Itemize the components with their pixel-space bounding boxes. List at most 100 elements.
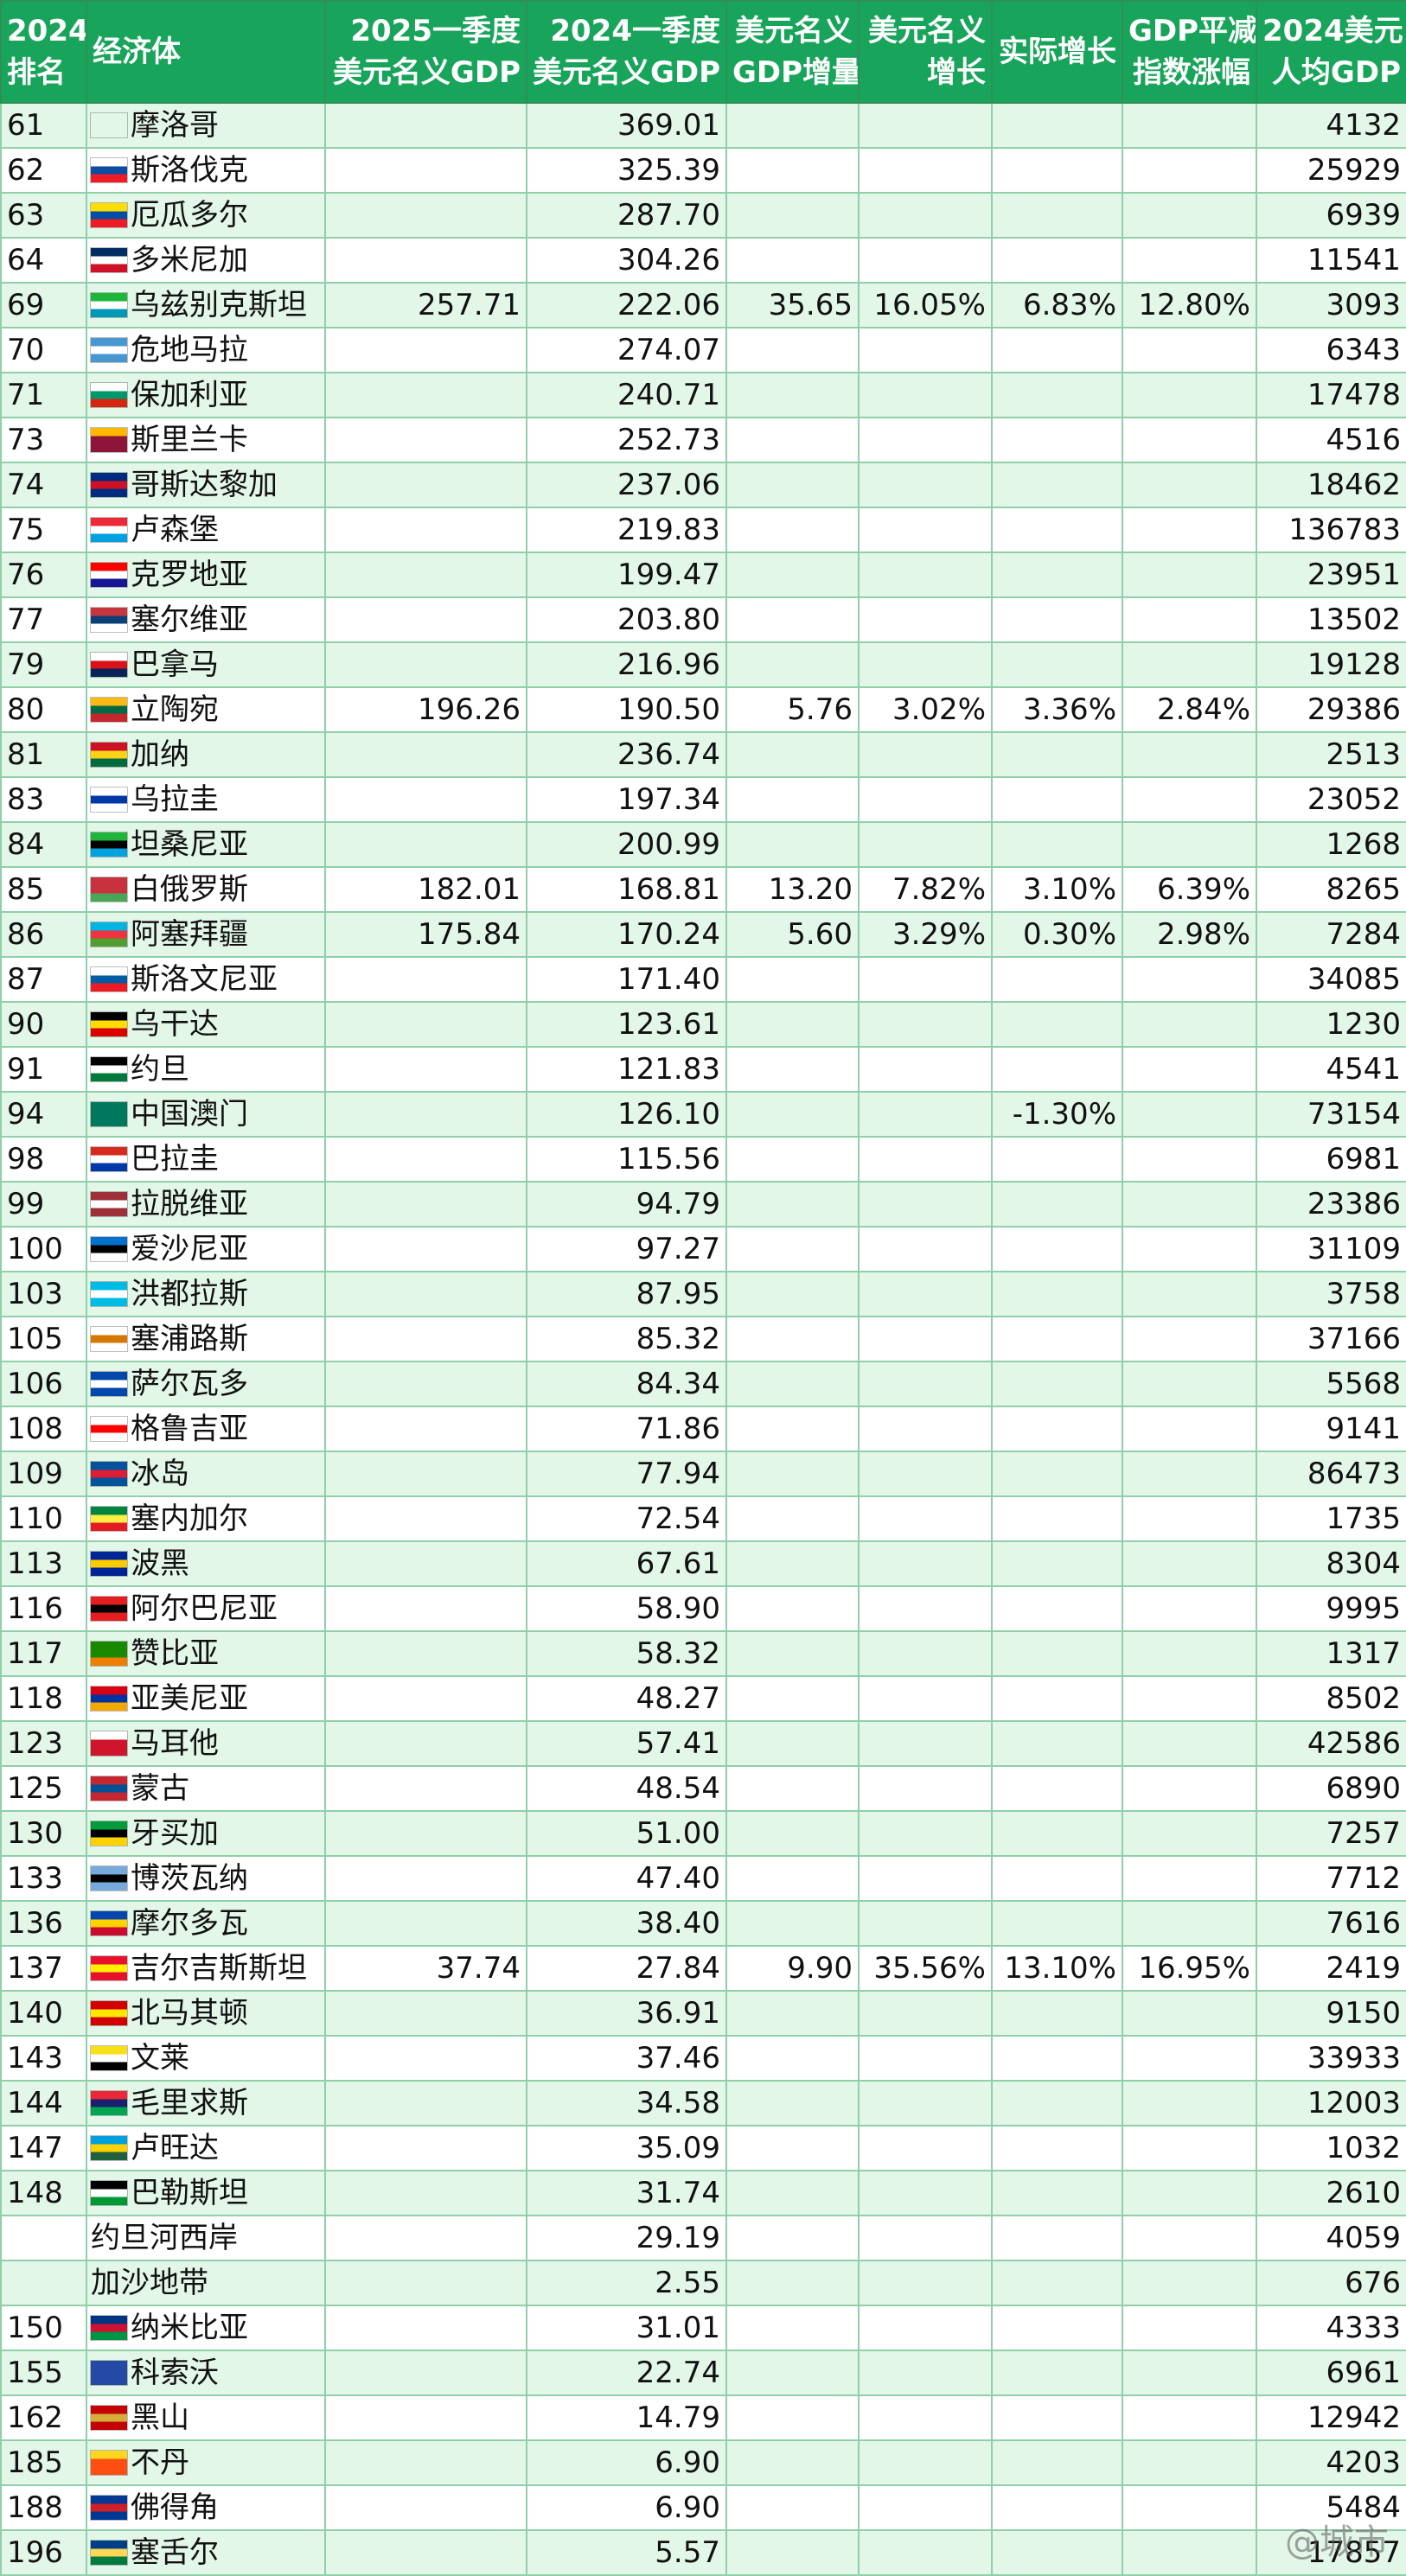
cell-gdp-2025q1 <box>324 1900 527 1947</box>
cell-per-capita: 37166 <box>1256 1316 1406 1362</box>
cell-economy: 塞尔维亚 <box>86 596 326 643</box>
cell-gdp-2025q1 <box>324 956 527 1003</box>
cell-real-growth <box>991 462 1123 508</box>
cell-gdp-2025q1 <box>324 1990 527 2037</box>
cell-per-capita: 7616 <box>1256 1900 1406 1947</box>
cell-rank: 75 <box>0 507 87 553</box>
cell-nominal-growth <box>858 596 993 643</box>
cell-economy: 巴勒斯坦 <box>86 2170 326 2216</box>
cell-nominal-growth <box>858 327 993 373</box>
flag-icon <box>91 473 127 497</box>
cell-deflator <box>1122 417 1257 463</box>
cell-real-growth <box>991 1585 1123 1632</box>
cell-gdp-2024q1: 219.83 <box>526 507 727 553</box>
cell-gdp-increment: 9.90 <box>725 1945 860 1992</box>
cell-deflator <box>1122 1136 1257 1183</box>
cell-gdp-increment: 13.20 <box>725 866 860 913</box>
cell-gdp-2025q1 <box>324 2260 527 2306</box>
cell-economy: 萨尔瓦多 <box>86 1361 326 1407</box>
cell-per-capita: 6343 <box>1256 327 1406 373</box>
cell-deflator <box>1122 1765 1257 1812</box>
cell-deflator <box>1122 1585 1257 1632</box>
economy-name: 亚美尼亚 <box>131 1681 248 1716</box>
cell-gdp-2024q1: 369.01 <box>526 102 727 149</box>
cell-real-growth <box>991 147 1123 194</box>
cell-gdp-2025q1 <box>324 372 527 418</box>
economy-name: 阿塞拜疆 <box>131 917 248 952</box>
cell-economy: 阿塞拜疆 <box>86 911 326 958</box>
cell-gdp-2025q1 <box>324 2170 527 2216</box>
cell-nominal-growth <box>858 821 993 868</box>
cell-per-capita: 73154 <box>1256 1091 1406 1138</box>
cell-economy: 吉尔吉斯斯坦 <box>86 1945 326 1992</box>
cell-gdp-2024q1: 115.56 <box>526 1136 727 1183</box>
cell-per-capita: 4541 <box>1256 1046 1406 1093</box>
economy-name: 乌兹别克斯坦 <box>131 288 307 322</box>
cell-economy: 危地马拉 <box>86 327 326 373</box>
cell-gdp-2024q1: 2.55 <box>526 2260 727 2306</box>
cell-economy: 塞舌尔 <box>86 2529 326 2576</box>
table-row: 63 厄瓜多尔 287.70 6939 <box>0 192 1406 239</box>
cell-gdp-2024q1: 57.41 <box>526 1720 727 1767</box>
flag-icon <box>91 203 127 227</box>
cell-economy: 博茨瓦纳 <box>86 1855 326 1902</box>
cell-gdp-2025q1 <box>324 776 527 823</box>
cell-real-growth <box>991 2215 1123 2261</box>
flag-icon <box>91 2046 127 2070</box>
cell-gdp-increment <box>725 417 860 463</box>
cell-real-growth <box>991 776 1123 823</box>
cell-deflator <box>1122 1855 1257 1902</box>
economy-name: 保加利亚 <box>131 378 248 412</box>
cell-per-capita: 8502 <box>1256 1675 1406 1722</box>
cell-deflator <box>1122 372 1257 418</box>
cell-deflator <box>1122 1990 1257 2037</box>
table-row: 87 斯洛文尼亚 171.40 34085 <box>0 956 1406 1003</box>
cell-rank: 91 <box>0 1046 87 1093</box>
flag-icon <box>91 383 127 407</box>
cell-gdp-increment <box>725 1900 860 1947</box>
cell-nominal-growth <box>858 1540 993 1587</box>
flag-icon <box>91 787 127 812</box>
cell-gdp-2024q1: 203.80 <box>526 596 727 643</box>
table-row: 76 克罗地亚 199.47 23951 <box>0 552 1406 598</box>
cell-gdp-increment <box>725 552 860 598</box>
cell-economy: 坦桑尼亚 <box>86 821 326 868</box>
cell-economy: 波黑 <box>86 1540 326 1587</box>
flag-icon <box>91 2361 127 2385</box>
cell-economy: 爱沙尼亚 <box>86 1226 326 1272</box>
flag-icon <box>91 1687 127 1711</box>
table-row: 64 多米尼加 304.26 11541 <box>0 237 1406 284</box>
cell-per-capita: 6961 <box>1256 2350 1406 2396</box>
cell-real-growth <box>991 102 1123 149</box>
cell-real-growth: 13.10% <box>991 1945 1123 1992</box>
cell-real-growth <box>991 1990 1123 2037</box>
cell-gdp-2025q1 <box>324 1675 527 1722</box>
flag-icon <box>91 967 127 992</box>
cell-gdp-2024q1: 200.99 <box>526 821 727 868</box>
cell-nominal-growth <box>858 1091 993 1138</box>
cell-gdp-increment <box>725 2260 860 2306</box>
cell-gdp-increment <box>725 2350 860 2396</box>
cell-nominal-growth <box>858 2484 993 2531</box>
cell-real-growth <box>991 2350 1123 2396</box>
cell-deflator <box>1122 2080 1257 2126</box>
cell-gdp-2024q1: 222.06 <box>526 282 727 328</box>
cell-per-capita: 25929 <box>1256 147 1406 194</box>
cell-per-capita: 17478 <box>1256 372 1406 418</box>
flag-icon <box>91 1012 127 1036</box>
cell-gdp-increment <box>725 1316 860 1362</box>
cell-gdp-increment <box>725 102 860 149</box>
table-row: 69 乌兹别克斯坦 257.71 222.06 35.65 16.05% 6.83% 12.8… <box>0 282 1406 328</box>
cell-per-capita: 29386 <box>1256 686 1406 733</box>
cell-per-capita: 676 <box>1256 2260 1406 2306</box>
economy-name: 冰岛 <box>131 1457 189 1491</box>
cell-gdp-2025q1 <box>324 1046 527 1093</box>
cell-nominal-growth <box>858 2305 993 2351</box>
cell-rank: 123 <box>0 1720 87 1767</box>
economy-name: 乌拉圭 <box>131 782 219 817</box>
cell-gdp-increment <box>725 821 860 868</box>
cell-gdp-increment <box>725 1001 860 1048</box>
economy-name: 塞浦路斯 <box>131 1322 248 1356</box>
cell-deflator <box>1122 2529 1257 2576</box>
cell-gdp-2024q1: 325.39 <box>526 147 727 194</box>
